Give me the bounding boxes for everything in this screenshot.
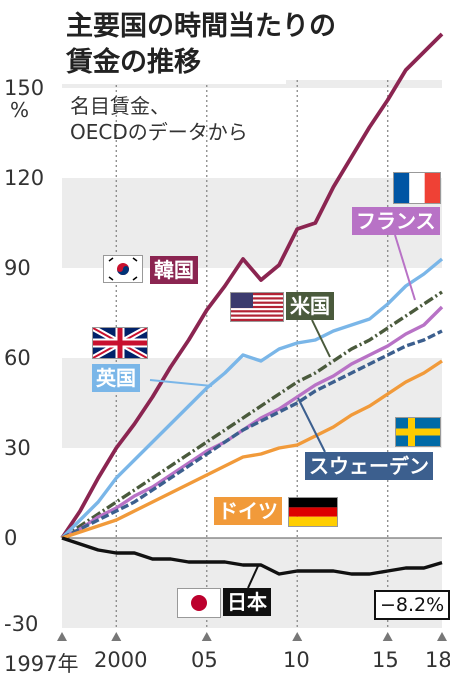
- x-tick-label: 1997年: [4, 652, 79, 676]
- y-tick-label: 0: [4, 526, 18, 550]
- japan-flag-icon: [177, 588, 221, 618]
- france-flag-icon: [393, 172, 441, 204]
- x-tick-label: 10: [283, 648, 310, 672]
- y-axis-unit: %: [10, 98, 30, 122]
- y-tick-label: 120: [4, 166, 45, 190]
- series-line-日本: [61, 536, 443, 576]
- us-flag-icon: [230, 292, 284, 322]
- series-line-米国: [61, 290, 443, 540]
- title-box: [62, 2, 286, 84]
- leader-line: [311, 319, 331, 358]
- x-tick-marker: [201, 632, 212, 641]
- x-tick-label: 05: [191, 648, 218, 672]
- korea-series-label: 韓国: [150, 256, 198, 284]
- chart-subtitle-line1: 名目賃金、: [70, 94, 170, 118]
- france-series-label: フランス: [352, 207, 440, 235]
- leader-line: [149, 379, 213, 387]
- sweden-series-label: スウェーデン: [305, 452, 433, 480]
- grid-band: [62, 80, 442, 88]
- x-tick-marker: [292, 632, 303, 641]
- leader-line: [297, 397, 326, 453]
- uk-flag-icon: [92, 327, 148, 359]
- series-line-ドイツ: [61, 359, 443, 540]
- y-tick-label: 30: [4, 436, 31, 460]
- x-tick-label: 18: [425, 648, 450, 672]
- series-line-韓国: [60, 32, 444, 540]
- x-tick-label: 2000: [94, 648, 148, 672]
- uk-series-label: 英国: [92, 364, 140, 392]
- x-tick-marker: [57, 632, 67, 641]
- us-series-label: 米国: [286, 292, 334, 320]
- chart-title-line2: 賃金の推移: [66, 47, 201, 78]
- germany-flag-icon: [288, 497, 338, 527]
- series-line-英国: [60, 257, 444, 540]
- chart-subtitle-line2: OECDのデータから: [70, 120, 248, 144]
- y-tick-label: 150: [4, 76, 45, 100]
- japan-end-value-label: −8.2%: [374, 590, 450, 620]
- x-tick-label: 15: [372, 648, 399, 672]
- chart-title-line1: 主要国の時間当たりの: [66, 11, 336, 42]
- y-tick-label: -30: [4, 612, 39, 636]
- korea-flag-icon: [103, 255, 143, 283]
- y-tick-label: 60: [4, 346, 31, 370]
- series-line-スウェーデン: [61, 329, 443, 540]
- x-tick-marker: [437, 632, 447, 641]
- leader-line: [394, 234, 416, 301]
- leader-line: [247, 565, 259, 589]
- x-tick-marker: [111, 632, 122, 641]
- y-tick-label: 90: [4, 256, 31, 280]
- x-tick-marker: [382, 632, 393, 641]
- germany-series-label: ドイツ: [214, 497, 282, 525]
- japan-series-label: 日本: [223, 588, 271, 616]
- sweden-flag-icon: [395, 417, 441, 447]
